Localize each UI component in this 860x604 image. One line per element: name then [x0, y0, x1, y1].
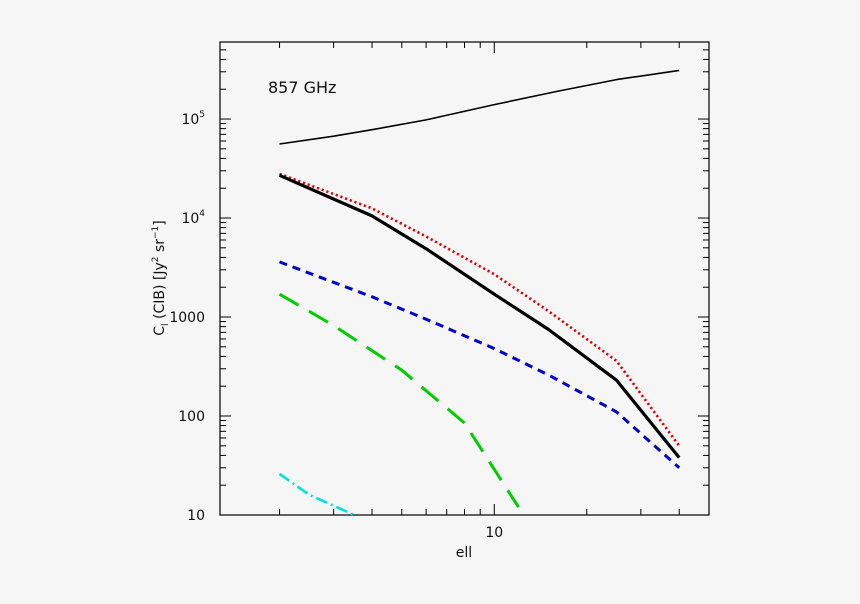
y-tick-label: 10 [187, 508, 205, 524]
series-line-2 [279, 172, 681, 447]
x-tick-label: 10 [485, 525, 503, 541]
series-line-3 [278, 173, 681, 459]
plot-frame [219, 41, 710, 516]
y-tick-label: 105 [181, 110, 205, 128]
y-tick-label: 1000 [169, 310, 205, 326]
y-tick-label: 104 [181, 209, 205, 227]
series-group [278, 69, 681, 517]
series-line-6 [278, 472, 355, 517]
series-line-1 [279, 69, 680, 145]
panel-annotation: 857 GHz [268, 78, 336, 97]
y-axis-label: Cl (CIB) [Jy2 sr−1] [151, 220, 171, 336]
axis-tick-labels: 10 100 1000 104 105 10 [169, 110, 503, 541]
x-axis-label: ell [456, 545, 472, 561]
series-line-4 [278, 260, 681, 469]
axis-ticks [220, 41, 710, 516]
y-tick-label: 100 [178, 409, 205, 425]
series-line-5 [278, 292, 520, 509]
